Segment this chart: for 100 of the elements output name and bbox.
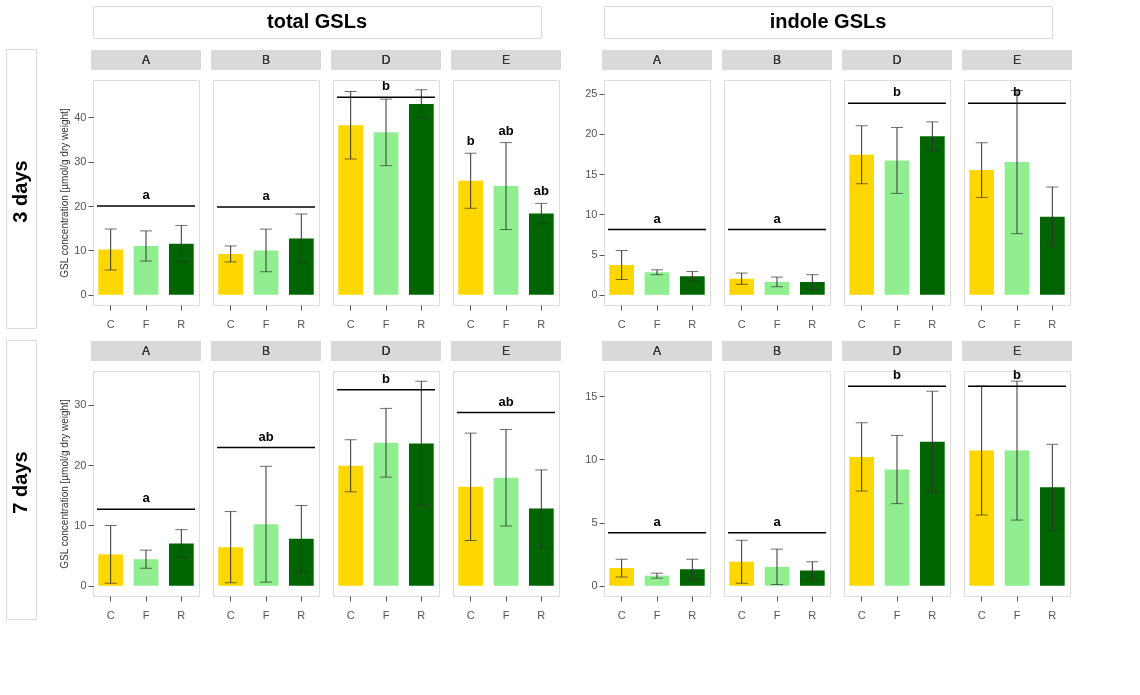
x-tick-label: C — [737, 317, 746, 330]
ref-line-label: b — [382, 78, 391, 94]
y-tick-label: 0 — [591, 288, 598, 301]
chart-title: E — [501, 53, 511, 67]
ref-line-label: a — [653, 210, 662, 226]
y-tick-label: 10 — [585, 452, 598, 465]
ref-line-label: a — [262, 187, 271, 203]
x-tick-label: C — [617, 608, 626, 621]
y-tick-label: 15 — [585, 389, 598, 402]
x-tick-label: R — [688, 317, 697, 330]
ref-line-label: b — [893, 367, 902, 383]
y-tick-label: 10 — [74, 518, 87, 531]
text: 3 days — [9, 160, 31, 223]
chart-title: A — [141, 344, 151, 358]
x-tick-label: F — [1013, 608, 1021, 621]
text: total GSLs — [266, 10, 368, 32]
ref-line-label: ab — [258, 428, 274, 444]
text: 7 days — [9, 451, 31, 514]
x-tick-label: F — [262, 608, 270, 621]
chart-title: D — [892, 53, 902, 67]
x-tick-label: F — [382, 317, 390, 330]
ref-line-label: a — [773, 513, 782, 529]
x-tick-label: F — [502, 608, 510, 621]
chart-title: A — [652, 53, 662, 67]
chart-title: A — [141, 53, 151, 67]
ref-line-label: b — [382, 370, 391, 386]
y-tick-label: 20 — [585, 127, 598, 140]
x-tick-label: R — [537, 317, 546, 330]
y-tick-label: 30 — [74, 155, 87, 168]
y-tick-label: 20 — [74, 458, 87, 471]
ref-line-label: a — [142, 490, 151, 506]
x-tick-label: R — [417, 608, 426, 621]
x-tick-label: R — [537, 608, 546, 621]
y-tick-label: 0 — [80, 288, 87, 301]
x-tick-label: F — [382, 608, 390, 621]
x-tick-label: C — [857, 608, 866, 621]
chart-title: B — [772, 344, 782, 358]
ref-line-label: a — [142, 187, 151, 203]
annotation: ab — [533, 183, 549, 199]
x-tick-label: C — [346, 608, 355, 621]
x-tick-label: R — [177, 317, 186, 330]
x-tick-label: R — [808, 317, 817, 330]
chart-title: E — [501, 344, 511, 358]
x-tick-label: R — [297, 608, 306, 621]
y-tick-label: 10 — [585, 207, 598, 220]
ref-line-label: ab — [498, 393, 514, 409]
x-tick-label: F — [893, 608, 901, 621]
text: indole GSLs — [769, 10, 887, 32]
chart-title: E — [1012, 344, 1022, 358]
chart-title: D — [381, 344, 391, 358]
x-tick-label: C — [106, 317, 115, 330]
chart-title: D — [381, 53, 391, 67]
x-tick-label: F — [773, 317, 781, 330]
x-tick-label: C — [346, 317, 355, 330]
y-tick-label: 5 — [591, 516, 598, 529]
chart-title: D — [892, 344, 902, 358]
x-tick-label: R — [808, 608, 817, 621]
y-tick-label: 20 — [74, 199, 87, 212]
y-tick-label: 0 — [80, 579, 87, 592]
chart-title: A — [652, 344, 662, 358]
chart-title: B — [772, 53, 782, 67]
x-tick-label: F — [142, 317, 150, 330]
ref-line-label: b — [1013, 367, 1022, 383]
x-tick-label: R — [177, 608, 186, 621]
x-tick-label: R — [297, 317, 306, 330]
x-tick-label: R — [928, 317, 937, 330]
annotation: b — [466, 133, 475, 149]
y-tick-label: 40 — [74, 110, 87, 123]
ref-line-label: a — [773, 210, 782, 226]
annotation: ab — [498, 122, 514, 138]
ref-line-label: b — [1013, 84, 1022, 100]
y-tick-label: 25 — [585, 87, 598, 100]
y-tick-label: 5 — [591, 248, 598, 261]
x-tick-label: C — [106, 608, 115, 621]
x-tick-label: R — [688, 608, 697, 621]
x-tick-label: C — [226, 608, 235, 621]
x-tick-label: R — [928, 608, 937, 621]
x-tick-label: C — [617, 317, 626, 330]
x-tick-label: F — [653, 608, 661, 621]
x-tick-label: C — [857, 317, 866, 330]
y-tick-label: 0 — [591, 579, 598, 592]
x-tick-label: C — [737, 608, 746, 621]
x-tick-label: F — [262, 317, 270, 330]
x-tick-label: R — [1048, 608, 1057, 621]
x-tick-label: C — [977, 317, 986, 330]
x-tick-label: F — [773, 608, 781, 621]
x-tick-label: F — [893, 317, 901, 330]
x-tick-label: F — [1013, 317, 1021, 330]
y-tick-label: 10 — [74, 243, 87, 256]
x-tick-label: R — [1048, 317, 1057, 330]
x-tick-label: C — [226, 317, 235, 330]
chart-title: B — [261, 344, 271, 358]
y-axis-title: GSL concentration [µmol/g dry weight] — [59, 399, 71, 569]
x-tick-label: F — [502, 317, 510, 330]
x-tick-label: F — [653, 317, 661, 330]
ref-line-label: b — [893, 84, 902, 100]
x-tick-label: R — [417, 317, 426, 330]
y-tick-label: 15 — [585, 167, 598, 180]
chart-title: B — [261, 53, 271, 67]
x-tick-label: F — [142, 608, 150, 621]
